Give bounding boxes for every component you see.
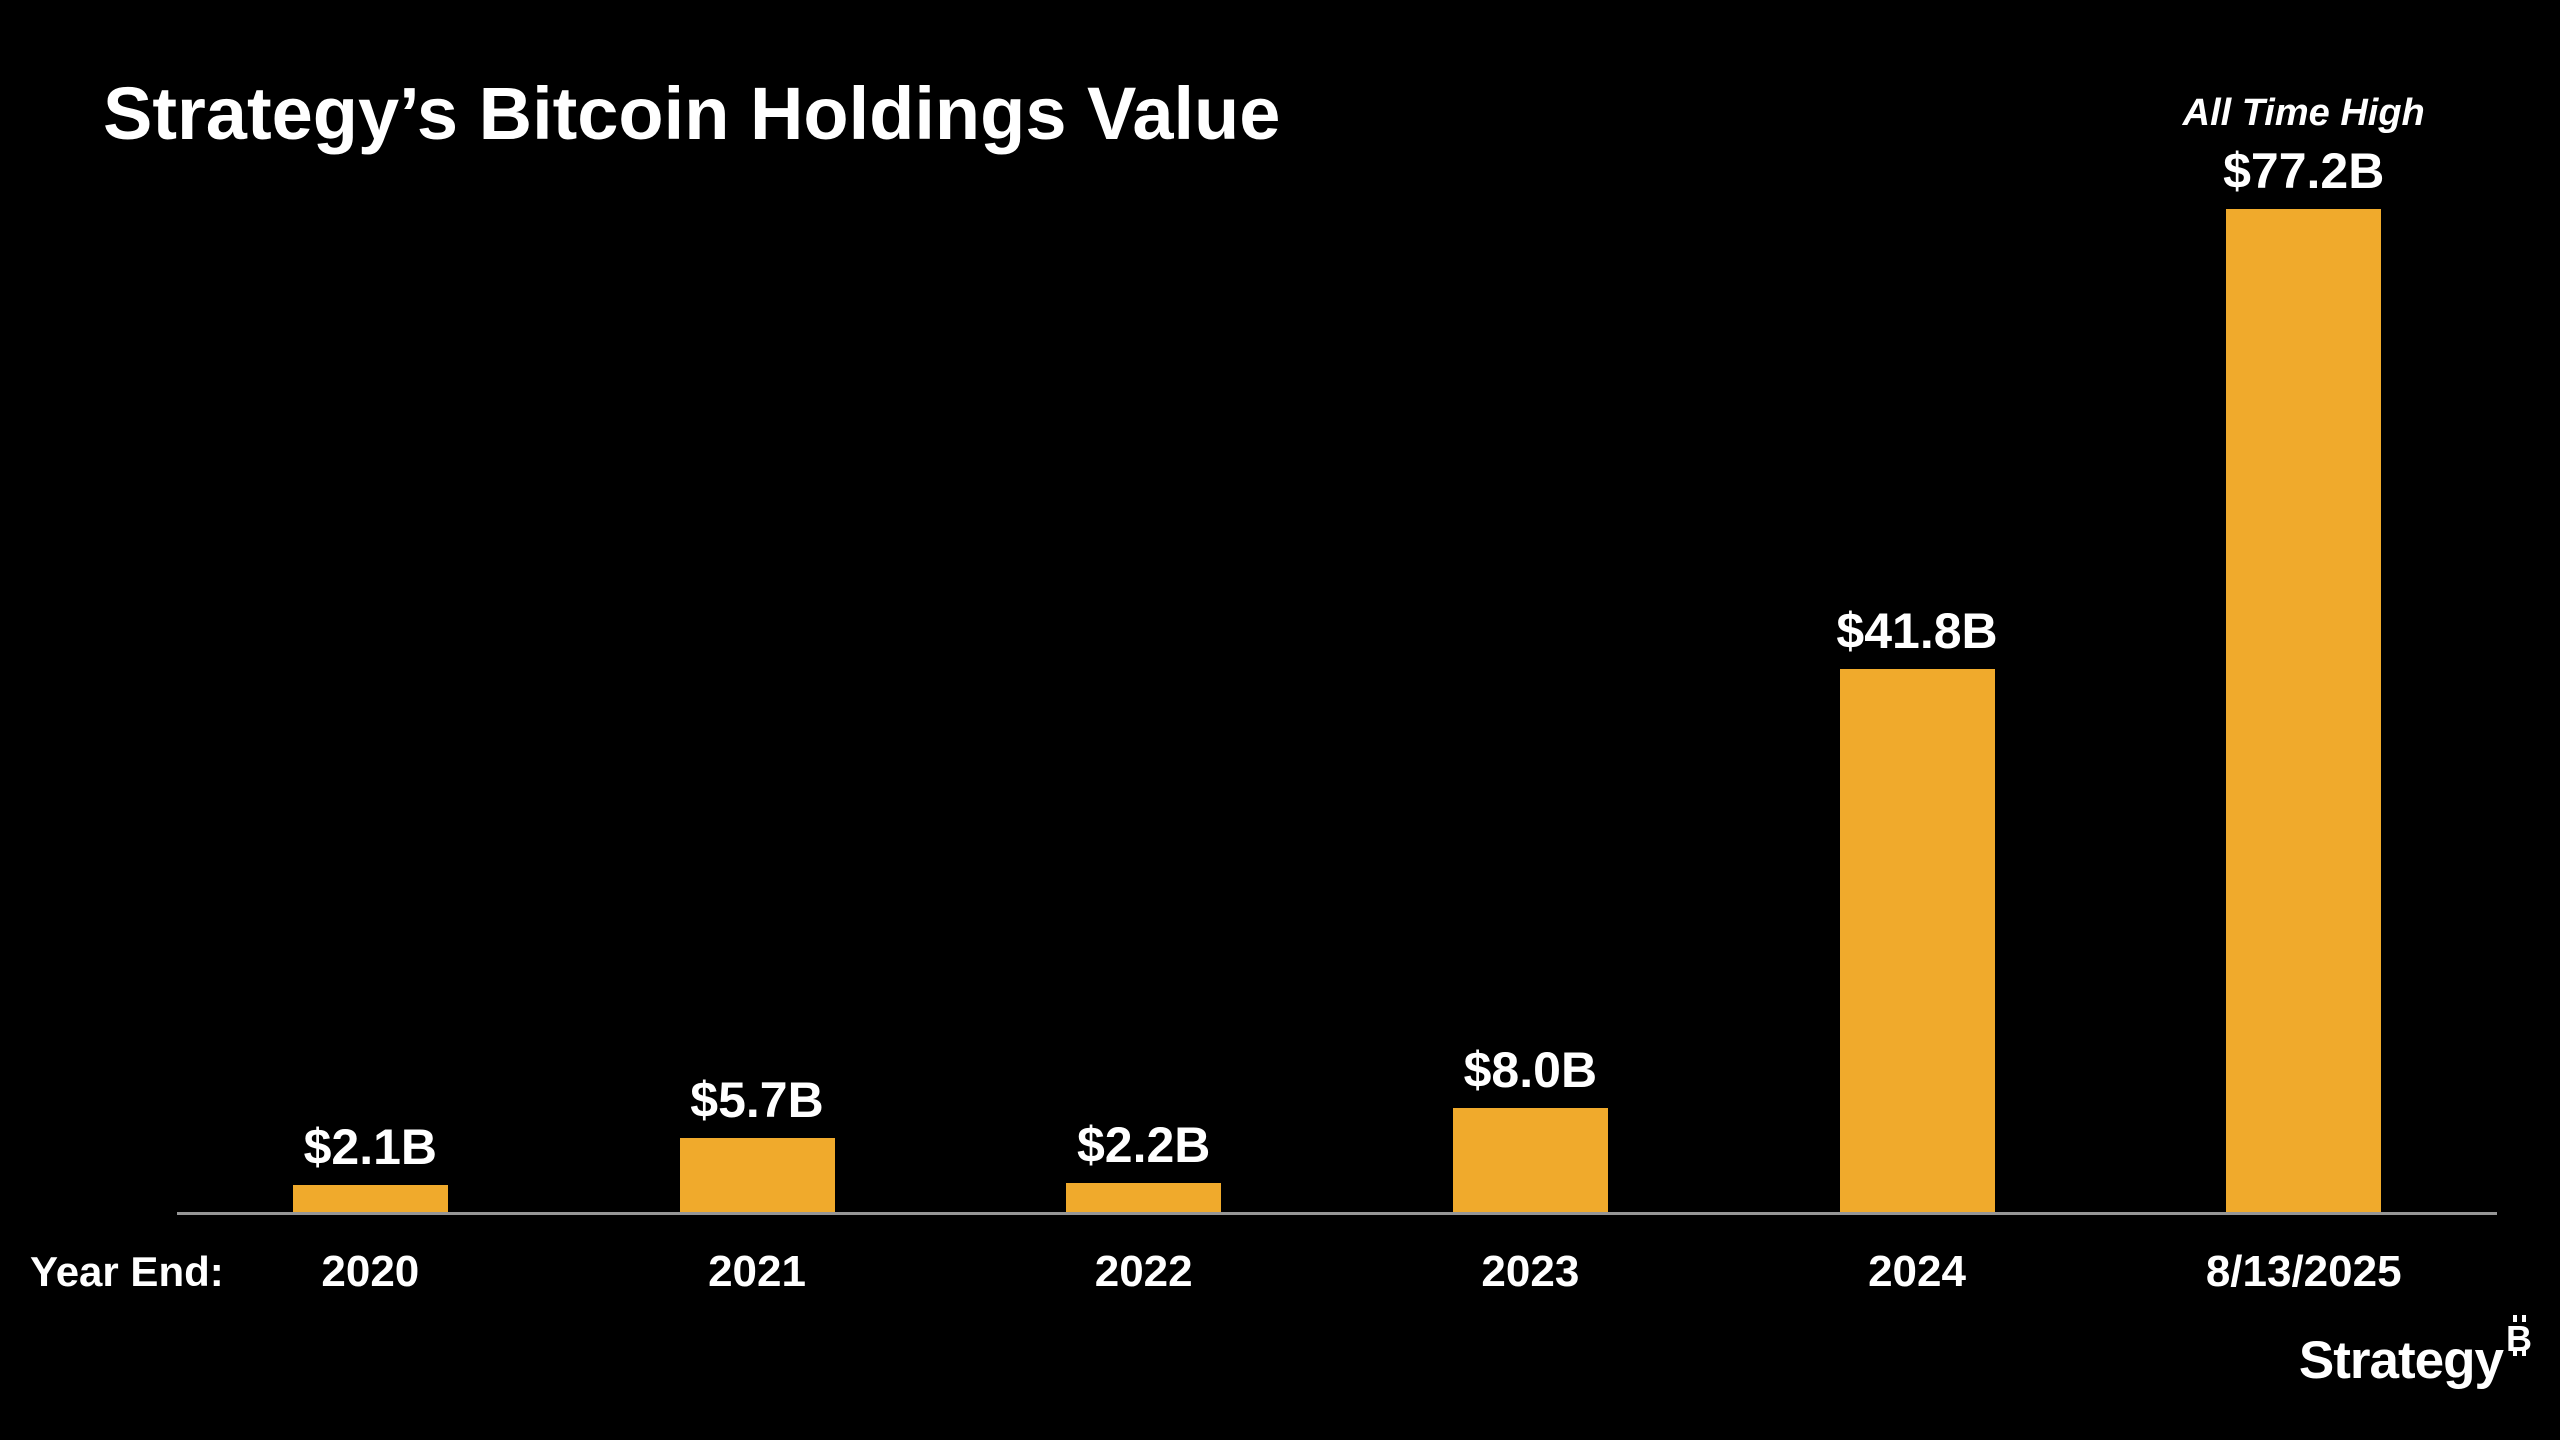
bar-column-2022: $2.2B: [950, 1120, 1337, 1212]
x-axis-line: [177, 1212, 2497, 1215]
bar-chart-plot-area: $2.1B $5.7B $2.2B $8.0B $41.8B All Time High $…: [177, 0, 2497, 1212]
bar-2022: [1066, 1183, 1222, 1212]
x-tick-label-2021: 2021: [708, 1247, 806, 1296]
chart-title: Strategy’s Bitcoin Holdings Value: [103, 72, 1281, 155]
bar-column-2023: $8.0B: [1337, 1045, 1724, 1212]
x-tick-label-2020: 2020: [321, 1247, 420, 1296]
bar-value-label-8/13/2025: $77.2B: [2223, 143, 2385, 199]
bar-2023: [1452, 1108, 1608, 1212]
bar-column-8/13/2025: All Time High $77.2B: [2110, 94, 2497, 1212]
bars-row: $2.1B $5.7B $2.2B $8.0B $41.8B All Time High $…: [177, 0, 2497, 1212]
bar-2021: [679, 1138, 835, 1212]
all-time-high-label: All Time High: [2182, 92, 2425, 134]
bar-2020: [292, 1185, 448, 1212]
x-axis-prefix-label: Year End:: [30, 1248, 224, 1295]
brand-logo: Strategy B: [2298, 1315, 2532, 1390]
brand-logo-text: Strategy: [2298, 1331, 2504, 1390]
bar-value-label-2020: $2.1B: [303, 1119, 438, 1175]
bitcoin-icon: B: [2506, 1315, 2532, 1359]
bar-value-label-2024: $41.8B: [1836, 603, 1998, 659]
x-tick-label-2022: 2022: [1094, 1247, 1193, 1296]
bar-8/13/2025: [2226, 209, 2382, 1212]
bar-2024: [1839, 669, 1995, 1212]
x-tick-label-2023: 2023: [1481, 1247, 1580, 1296]
bar-column-2024: $41.8B: [1724, 606, 2111, 1212]
bar-value-label-2022: $2.2B: [1076, 1117, 1211, 1173]
bar-value-label-2021: $5.7B: [690, 1072, 824, 1128]
x-axis-tick-labels: 2020 2021 2022 2023 2024 8/13/2025: [177, 1250, 2497, 1294]
x-tick-label-2024: 2024: [1868, 1247, 1966, 1296]
bar-column-2020: $2.1B: [177, 1122, 564, 1212]
x-tick-label-8/13/2025: 8/13/2025: [2205, 1247, 2402, 1296]
bar-column-2021: $5.7B: [564, 1075, 951, 1212]
bar-value-label-2023: $8.0B: [1463, 1042, 1598, 1098]
